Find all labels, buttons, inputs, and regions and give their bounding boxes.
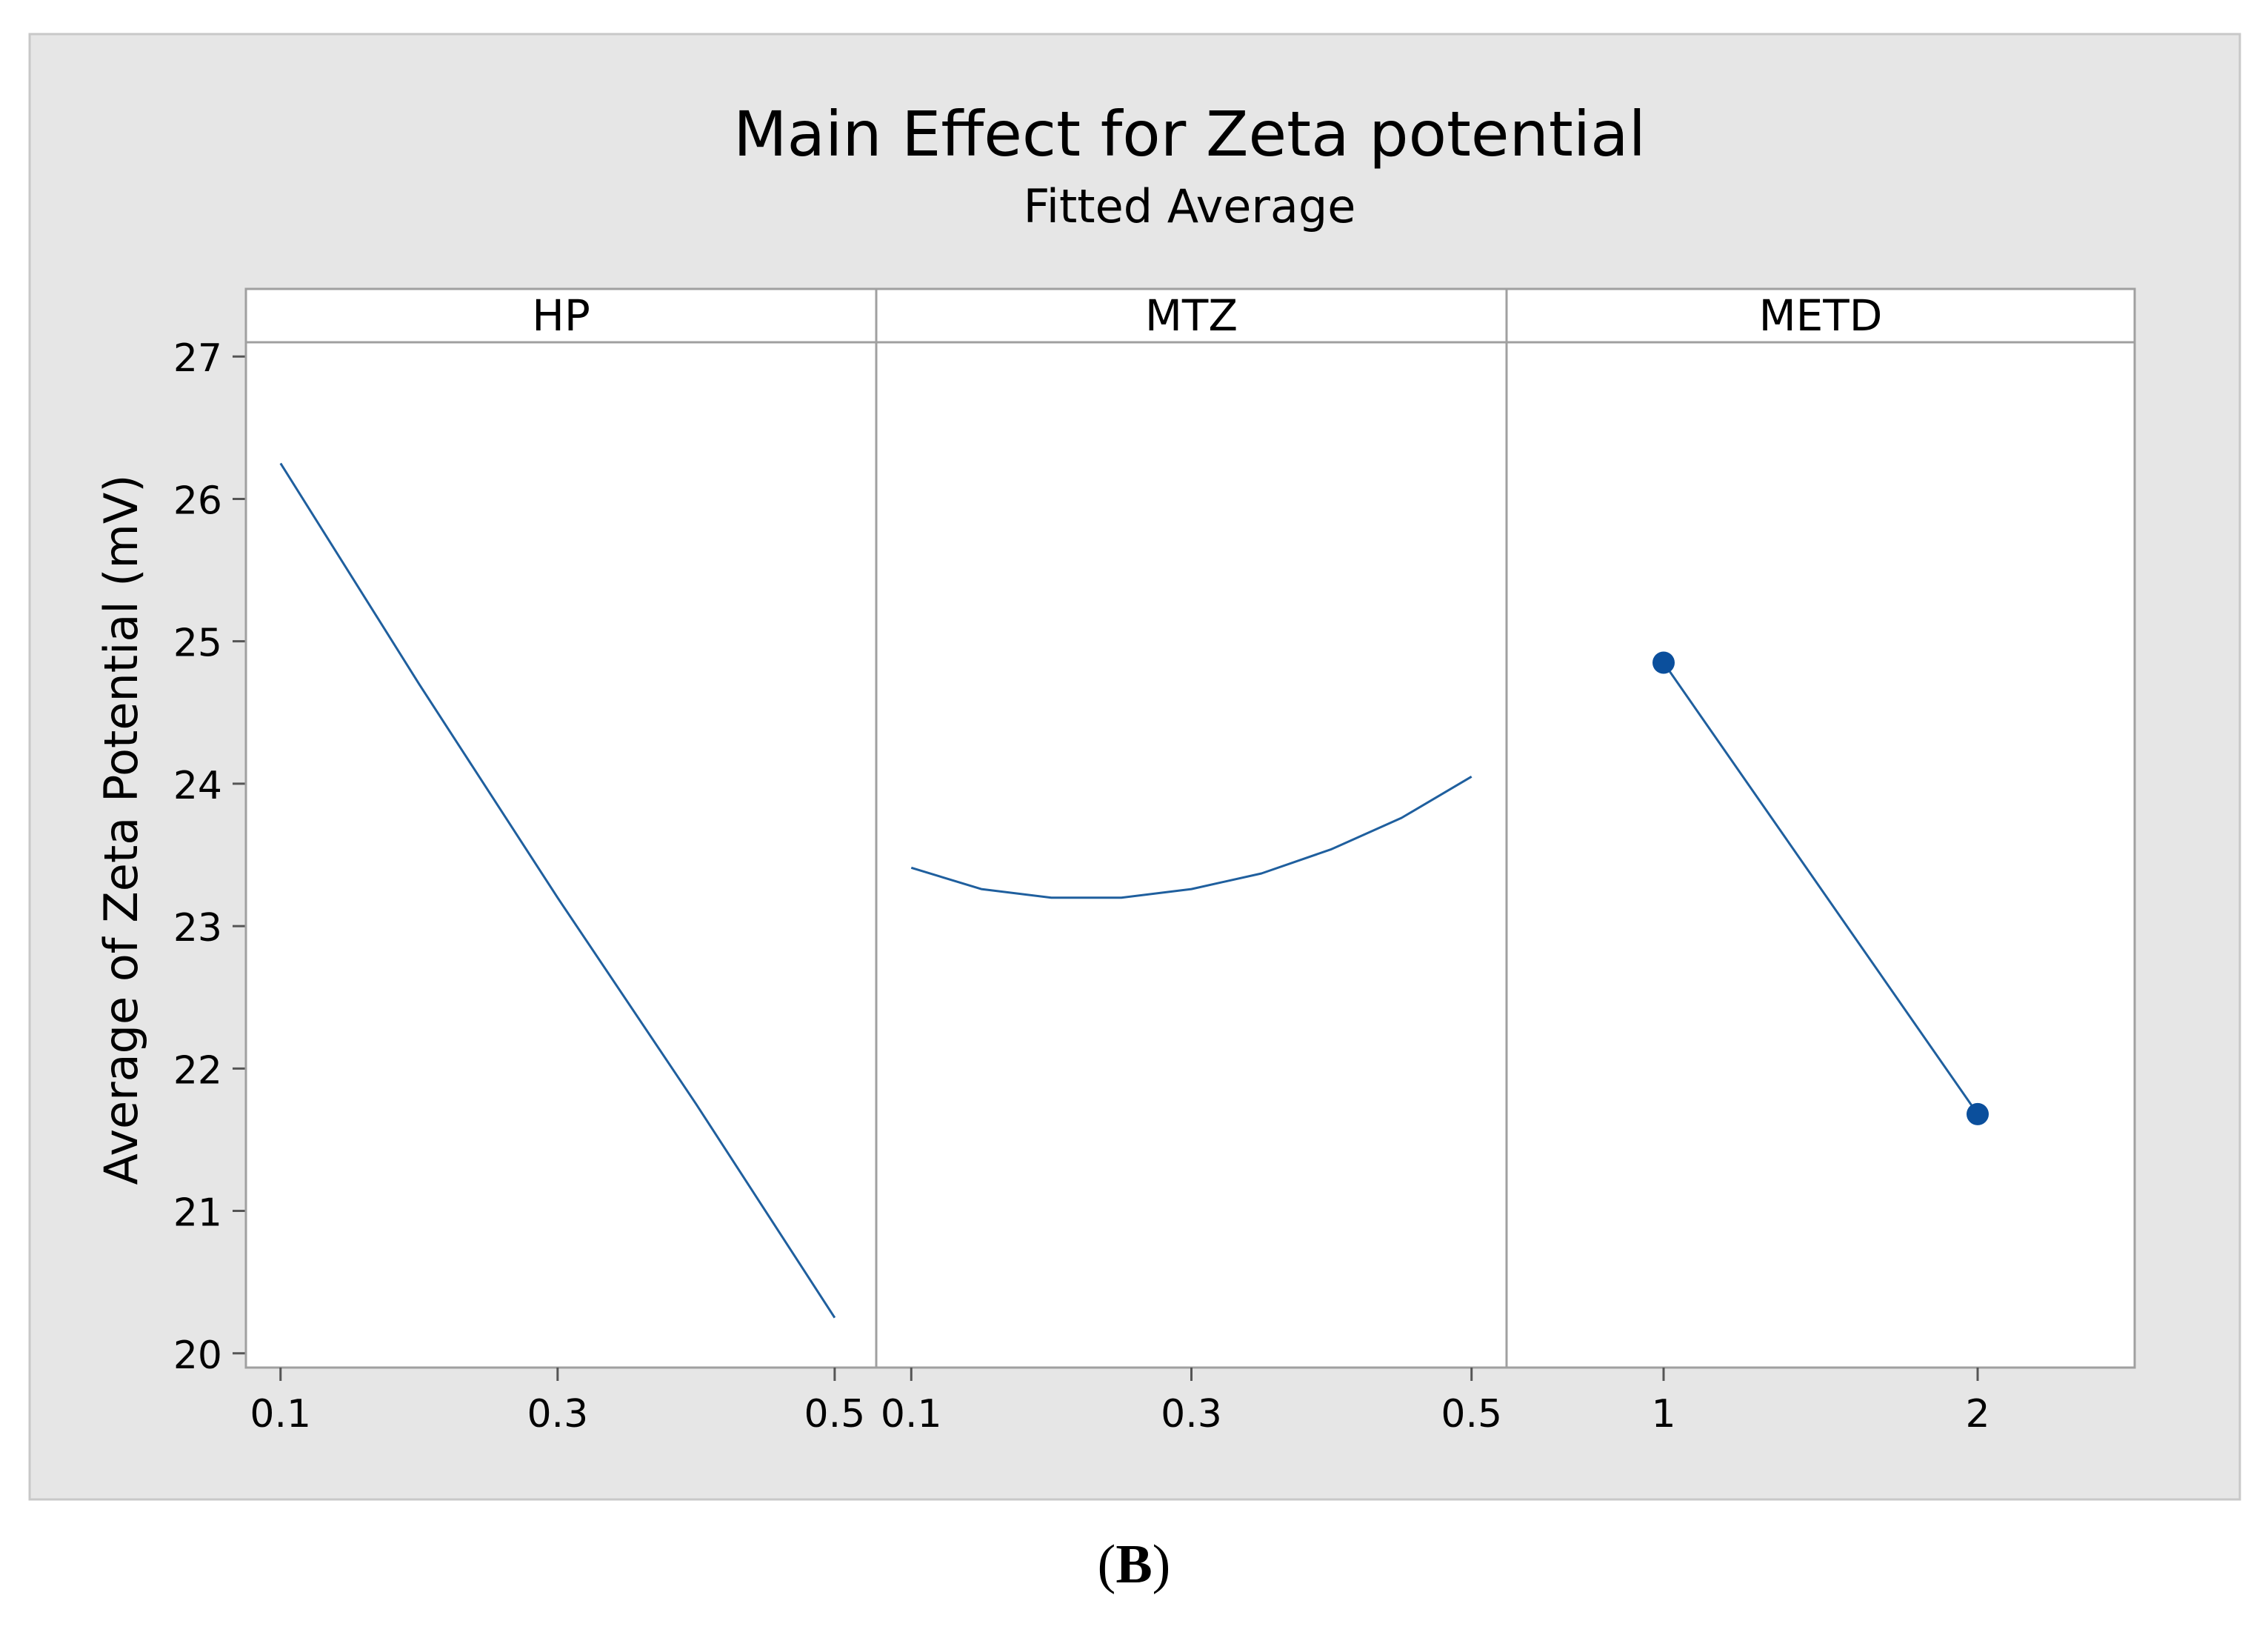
y-tick-label: 23 xyxy=(173,906,222,950)
panel-title-mtz: MTZ xyxy=(1145,290,1238,341)
y-tick-label: 27 xyxy=(173,336,222,381)
caption-letter: B xyxy=(1115,1534,1153,1595)
x-tick-label-hp: 0.1 xyxy=(250,1392,311,1436)
series-line-metd xyxy=(1662,662,1979,1115)
x-tick-label-mtz: 0.3 xyxy=(1161,1392,1222,1436)
x-tick-label-metd: 1 xyxy=(1651,1392,1675,1436)
panel-plot-area-hp xyxy=(244,341,878,1369)
panel-strip-hp xyxy=(244,287,878,344)
x-tick-label-hp: 0.5 xyxy=(804,1392,866,1436)
panel-strip-mtz xyxy=(875,287,1508,344)
y-tick-label: 21 xyxy=(173,1191,222,1236)
panel-title-hp: HP xyxy=(532,290,590,341)
panel-title-metd: METD xyxy=(1759,290,1883,341)
x-tick-label-mtz: 0.5 xyxy=(1441,1392,1502,1436)
series-line-hp xyxy=(279,462,836,1319)
chart-title: Main Effect for Zeta potential xyxy=(733,98,1646,170)
x-tick-label-metd: 2 xyxy=(1965,1392,1989,1436)
figure-caption: (B) xyxy=(0,1534,2268,1596)
data-point-metd xyxy=(1967,1102,1989,1125)
y-tick-label: 20 xyxy=(173,1333,222,1378)
panel-plot-area-mtz xyxy=(875,341,1508,1369)
caption-open: ( xyxy=(1097,1534,1116,1595)
chart-subtitle: Fitted Average xyxy=(1024,179,1356,233)
y-tick-label: 26 xyxy=(173,479,222,523)
y-tick-label: 24 xyxy=(173,764,222,808)
x-tick-label-mtz: 0.1 xyxy=(881,1392,942,1436)
data-point-metd xyxy=(1652,651,1675,674)
y-tick-label: 25 xyxy=(173,622,222,666)
series-line-mtz xyxy=(910,776,1472,899)
panel-plot-area-metd xyxy=(1505,341,2136,1369)
y-tick-label: 22 xyxy=(173,1048,222,1093)
x-tick-label-hp: 0.3 xyxy=(527,1392,588,1436)
y-axis-label: Average of Zeta Potential (mV) xyxy=(94,475,148,1185)
caption-close: ) xyxy=(1152,1534,1171,1595)
panel-strip-metd xyxy=(1505,287,2136,344)
